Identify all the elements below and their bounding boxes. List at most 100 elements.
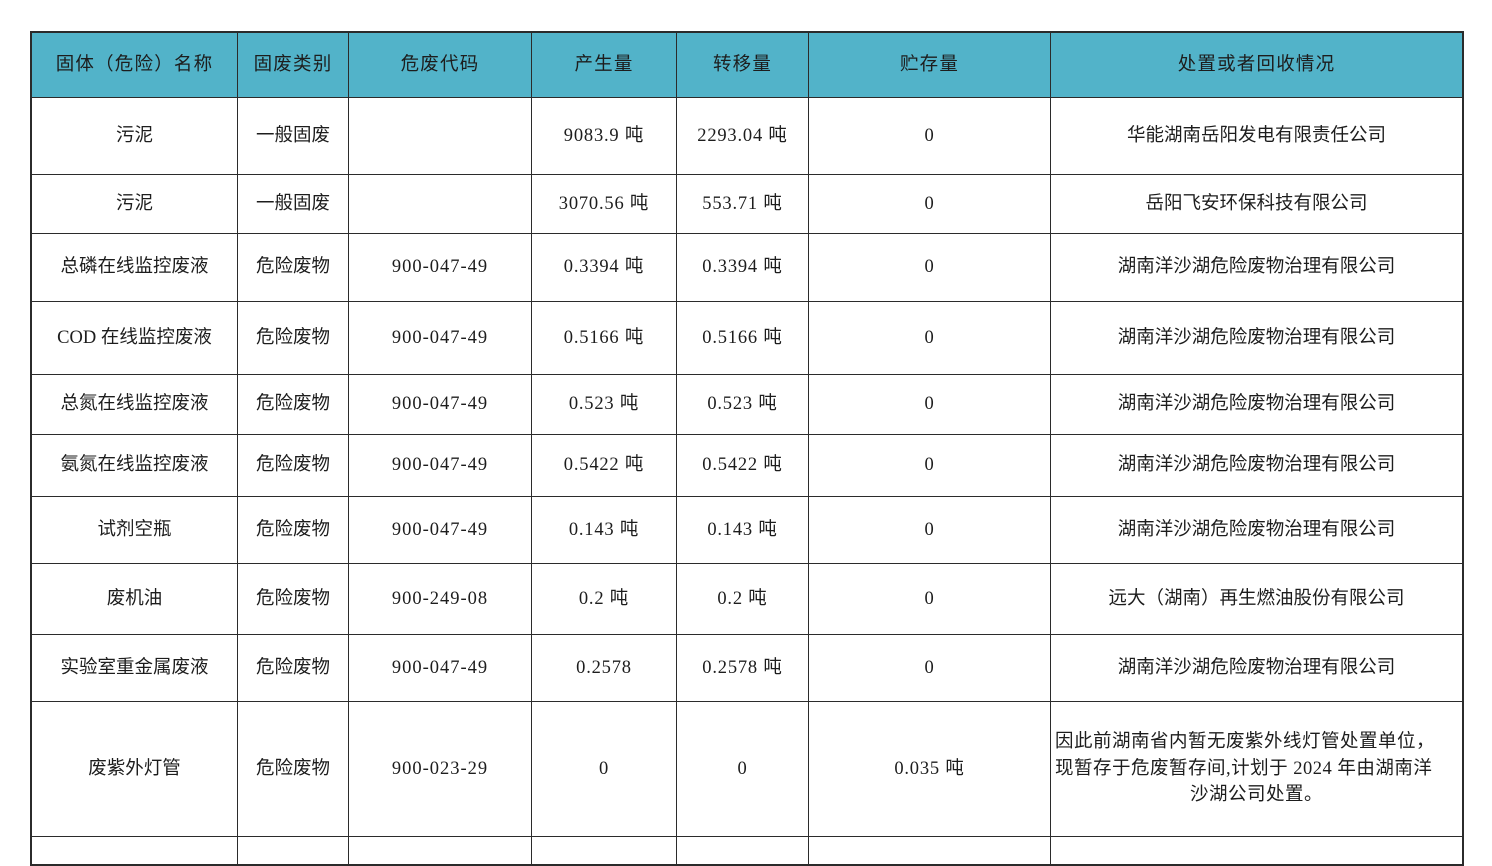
- cell-category: 危险废物: [237, 233, 349, 302]
- cell-transferred: 0: [676, 701, 809, 837]
- table-body: 污泥 一般固废 9083.9 吨 2293.04 吨 0 华能湖南岳阳发电有限责…: [31, 97, 1463, 865]
- cell-stored: 0: [808, 97, 1051, 175]
- table-row: 实验室重金属废液 危险废物 900-047-49 0.2578 0.2578 吨…: [31, 634, 1463, 702]
- cell-produced: 9083.9 吨: [531, 97, 677, 175]
- cell-name: [31, 836, 238, 865]
- cell-disposal: 远大（湖南）再生燃油股份有限公司: [1050, 563, 1463, 635]
- cell-stored: 0.035 吨: [808, 701, 1051, 837]
- column-header-name: 固体（危险）名称: [31, 32, 238, 98]
- cell-produced: 0.143 吨: [531, 496, 677, 564]
- cell-transferred: 0.3394 吨: [676, 233, 809, 302]
- cell-code: 900-047-49: [348, 434, 532, 497]
- table-row: 废机油 危险废物 900-249-08 0.2 吨 0.2 吨 0 远大（湖南）…: [31, 563, 1463, 635]
- cell-name: 总磷在线监控废液: [31, 233, 238, 302]
- cell-category: 一般固废: [237, 97, 349, 175]
- cell-stored: [808, 836, 1051, 865]
- cell-code: [348, 174, 532, 234]
- cell-code: 900-047-49: [348, 301, 532, 375]
- cell-code: [348, 836, 532, 865]
- column-header-transferred: 转移量: [676, 32, 809, 98]
- cell-transferred: 0.5422 吨: [676, 434, 809, 497]
- cell-disposal-note: 因此前湖南省内暂无废紫外线灯管处置单位， 现暂存于危废暂存间,计划于 2024 …: [1050, 701, 1463, 837]
- solid-waste-table: 固体（危险）名称 固废类别 危废代码 产生量 转移量 贮存量 处置或者回收情况 …: [30, 31, 1464, 866]
- cell-name: 污泥: [31, 174, 238, 234]
- table-header: 固体（危险）名称 固废类别 危废代码 产生量 转移量 贮存量 处置或者回收情况: [31, 32, 1463, 98]
- cell-disposal: [1050, 836, 1463, 865]
- cell-stored: 0: [808, 374, 1051, 435]
- cell-transferred: 0.143 吨: [676, 496, 809, 564]
- cell-disposal: 湖南洋沙湖危险废物治理有限公司: [1050, 434, 1463, 497]
- cell-transferred: 2293.04 吨: [676, 97, 809, 175]
- cell-stored: 0: [808, 634, 1051, 702]
- cell-stored: 0: [808, 301, 1051, 375]
- cell-code: 900-023-29: [348, 701, 532, 837]
- cell-name: 试剂空瓶: [31, 496, 238, 564]
- cell-produced: 0.2578: [531, 634, 677, 702]
- table-row: 废紫外灯管 危险废物 900-023-29 0 0 0.035 吨 因此前湖南省…: [31, 701, 1463, 837]
- table-row-empty: [31, 836, 1463, 865]
- cell-code: 900-047-49: [348, 374, 532, 435]
- cell-stored: 0: [808, 563, 1051, 635]
- cell-produced: 0.5422 吨: [531, 434, 677, 497]
- cell-produced: 0.3394 吨: [531, 233, 677, 302]
- note-line-3: 沙湖公司处置。: [1189, 785, 1323, 806]
- cell-disposal: 湖南洋沙湖危险废物治理有限公司: [1050, 634, 1463, 702]
- cell-transferred: 0.5166 吨: [676, 301, 809, 375]
- cell-produced: 0.523 吨: [531, 374, 677, 435]
- column-header-stored: 贮存量: [808, 32, 1051, 98]
- table-row: 试剂空瓶 危险废物 900-047-49 0.143 吨 0.143 吨 0 湖…: [31, 496, 1463, 564]
- cell-category: 危险废物: [237, 701, 349, 837]
- cell-disposal: 华能湖南岳阳发电有限责任公司: [1050, 97, 1463, 175]
- cell-produced: [531, 836, 677, 865]
- cell-stored: 0: [808, 233, 1051, 302]
- cell-produced: 3070.56 吨: [531, 174, 677, 234]
- cell-name: 实验室重金属废液: [31, 634, 238, 702]
- table-row: 总磷在线监控废液 危险废物 900-047-49 0.3394 吨 0.3394…: [31, 233, 1463, 302]
- cell-transferred: 0.2 吨: [676, 563, 809, 635]
- cell-category: 危险废物: [237, 301, 349, 375]
- cell-code: 900-047-49: [348, 634, 532, 702]
- cell-code: 900-047-49: [348, 496, 532, 564]
- column-header-disposal: 处置或者回收情况: [1050, 32, 1463, 98]
- cell-category: 危险废物: [237, 496, 349, 564]
- cell-name: 废机油: [31, 563, 238, 635]
- header-row: 固体（危险）名称 固废类别 危废代码 产生量 转移量 贮存量 处置或者回收情况: [31, 32, 1463, 98]
- cell-category: 危险废物: [237, 374, 349, 435]
- cell-category: [237, 836, 349, 865]
- cell-disposal: 湖南洋沙湖危险废物治理有限公司: [1050, 374, 1463, 435]
- column-header-code: 危废代码: [348, 32, 532, 98]
- cell-code: 900-249-08: [348, 563, 532, 635]
- cell-transferred: 0.523 吨: [676, 374, 809, 435]
- table-row: 污泥 一般固废 9083.9 吨 2293.04 吨 0 华能湖南岳阳发电有限责…: [31, 97, 1463, 175]
- cell-name: 污泥: [31, 97, 238, 175]
- cell-stored: 0: [808, 434, 1051, 497]
- cell-disposal: 岳阳飞安环保科技有限公司: [1050, 174, 1463, 234]
- column-header-produced: 产生量: [531, 32, 677, 98]
- cell-produced: 0.2 吨: [531, 563, 677, 635]
- cell-name: COD 在线监控废液: [31, 301, 238, 375]
- cell-produced: 0.5166 吨: [531, 301, 677, 375]
- cell-transferred: 553.71 吨: [676, 174, 809, 234]
- cell-stored: 0: [808, 496, 1051, 564]
- cell-transferred: [676, 836, 809, 865]
- column-header-category: 固废类别: [237, 32, 349, 98]
- table-row: 总氮在线监控废液 危险废物 900-047-49 0.523 吨 0.523 吨…: [31, 374, 1463, 435]
- table-row: 氨氮在线监控废液 危险废物 900-047-49 0.5422 吨 0.5422…: [31, 434, 1463, 497]
- cell-disposal: 湖南洋沙湖危险废物治理有限公司: [1050, 496, 1463, 564]
- cell-transferred: 0.2578 吨: [676, 634, 809, 702]
- cell-produced: 0: [531, 701, 677, 837]
- cell-stored: 0: [808, 174, 1051, 234]
- cell-category: 一般固废: [237, 174, 349, 234]
- note-line-2: 现暂存于危废暂存间,计划于 2024 年由湖南洋: [1055, 758, 1433, 779]
- cell-disposal: 湖南洋沙湖危险废物治理有限公司: [1050, 301, 1463, 375]
- cell-category: 危险废物: [237, 434, 349, 497]
- cell-name: 总氮在线监控废液: [31, 374, 238, 435]
- cell-category: 危险废物: [237, 634, 349, 702]
- table-row: 污泥 一般固废 3070.56 吨 553.71 吨 0 岳阳飞安环保科技有限公…: [31, 174, 1463, 234]
- note-line-1: 因此前湖南省内暂无废紫外线灯管处置单位，: [1055, 731, 1436, 752]
- cell-category: 危险废物: [237, 563, 349, 635]
- cell-disposal: 湖南洋沙湖危险废物治理有限公司: [1050, 233, 1463, 302]
- table-row: COD 在线监控废液 危险废物 900-047-49 0.5166 吨 0.51…: [31, 301, 1463, 375]
- cell-name: 氨氮在线监控废液: [31, 434, 238, 497]
